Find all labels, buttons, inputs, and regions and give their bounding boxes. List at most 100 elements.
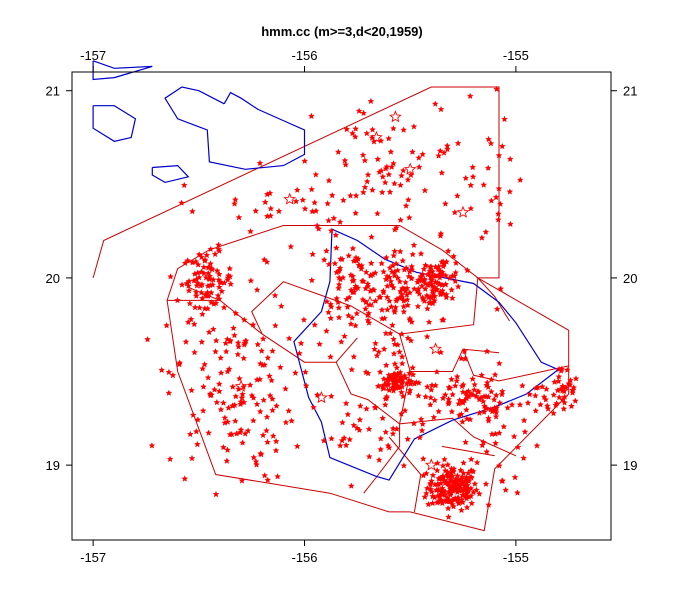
event-marker-1089 [389, 321, 396, 329]
event-marker-963 [323, 247, 330, 254]
event-marker-1011 [389, 425, 397, 432]
event-marker-810 [199, 365, 207, 372]
event-marker-1008 [377, 435, 385, 442]
event-marker-594 [448, 375, 455, 383]
large-event-marker-9 [424, 458, 438, 471]
event-marker-702 [568, 402, 575, 410]
event-marker-683 [534, 384, 542, 391]
event-marker-1021 [419, 455, 427, 462]
event-marker-1078 [364, 311, 371, 319]
event-marker-1098 [510, 433, 518, 440]
event-marker-617 [464, 387, 472, 395]
event-marker-703 [552, 401, 560, 409]
event-marker-997 [497, 285, 505, 292]
event-marker-421 [383, 293, 391, 301]
event-marker-807 [165, 389, 173, 396]
event-marker-528 [308, 276, 316, 284]
event-marker-602 [496, 399, 504, 406]
event-marker-705 [231, 417, 239, 424]
event-marker-906 [361, 183, 369, 191]
event-marker-682 [554, 386, 562, 394]
large-event-marker-8 [315, 391, 328, 404]
event-marker-231 [384, 376, 392, 384]
event-marker-912 [451, 208, 459, 216]
event-marker-275 [215, 270, 223, 278]
event-marker-347 [385, 297, 393, 304]
event-marker-476 [446, 274, 454, 282]
event-marker-1069 [266, 372, 273, 380]
event-marker-939 [235, 213, 243, 221]
zone-boundary-1 [167, 299, 401, 494]
event-marker-317 [189, 259, 196, 266]
event-marker-603 [398, 378, 406, 386]
event-marker-958 [231, 200, 238, 207]
event-marker-842 [264, 438, 271, 445]
event-marker-233 [393, 364, 401, 371]
event-marker-693 [569, 386, 576, 393]
event-marker-852 [222, 348, 230, 355]
event-marker-726 [257, 451, 265, 458]
coastline-molokai [92, 60, 153, 81]
event-marker-878 [389, 125, 397, 132]
event-marker-802 [220, 304, 228, 311]
event-marker-765 [201, 305, 209, 312]
event-marker-962 [266, 189, 274, 197]
event-marker-523 [333, 268, 340, 276]
large-event-marker-4 [456, 205, 470, 218]
event-marker-499 [452, 269, 460, 276]
event-marker-704 [544, 405, 552, 412]
zone-boundary-4 [335, 337, 358, 363]
event-marker-496 [431, 286, 438, 293]
event-marker-804 [256, 360, 264, 367]
event-marker-1043 [350, 421, 358, 429]
event-marker-328 [392, 260, 400, 267]
event-marker-545 [367, 272, 375, 279]
event-marker-689 [572, 397, 579, 404]
event-marker-952 [364, 171, 372, 178]
event-marker-667 [422, 393, 429, 400]
event-marker-988 [499, 142, 506, 150]
event-marker-750 [224, 418, 232, 425]
event-marker-402 [420, 265, 428, 273]
event-marker-109 [441, 479, 449, 486]
event-marker-759 [292, 369, 299, 376]
event-marker-243 [196, 304, 203, 311]
event-marker-833 [234, 339, 242, 346]
event-marker-773 [200, 383, 207, 390]
event-marker-541 [356, 262, 363, 269]
event-marker-624 [479, 398, 487, 405]
event-marker-1044 [365, 425, 373, 433]
event-marker-800 [269, 347, 276, 354]
large-event-marker-5 [363, 295, 377, 308]
event-marker-752 [259, 431, 267, 439]
event-marker-787 [256, 408, 264, 415]
event-marker-1087 [457, 354, 465, 362]
event-marker-155 [447, 497, 455, 505]
event-marker-657 [445, 398, 453, 406]
event-marker-127 [458, 473, 466, 480]
event-marker-20 [463, 503, 471, 511]
event-marker-832 [207, 391, 215, 398]
event-marker-837 [260, 396, 267, 404]
event-marker-663 [477, 394, 485, 401]
event-marker-1117 [473, 459, 481, 466]
event-marker-138 [458, 478, 466, 486]
event-marker-286 [224, 276, 232, 283]
event-marker-1051 [364, 369, 372, 377]
event-marker-1082 [386, 329, 394, 337]
event-marker-861 [374, 210, 381, 217]
event-marker-801 [223, 457, 231, 464]
coastline-maui [164, 86, 306, 170]
event-marker-162 [449, 487, 457, 494]
event-marker-219 [374, 382, 382, 390]
event-marker-738 [246, 381, 254, 388]
event-marker-429 [408, 274, 415, 282]
event-marker-751 [237, 426, 245, 433]
event-marker-388 [403, 296, 411, 303]
event-marker-382 [415, 290, 423, 297]
y-tick-label-right-1: 20 [623, 271, 637, 286]
event-marker-972 [336, 218, 344, 225]
event-marker-767 [302, 368, 309, 376]
event-marker-310 [227, 280, 235, 288]
event-marker-708 [148, 442, 156, 449]
